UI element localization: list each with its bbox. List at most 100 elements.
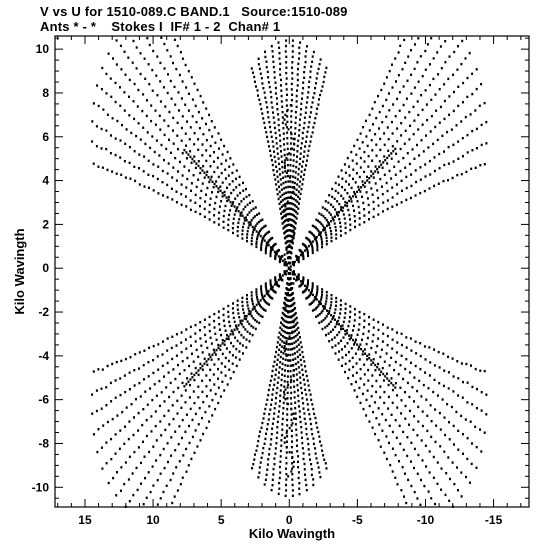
data-point <box>286 207 288 211</box>
data-point <box>348 165 351 168</box>
data-point <box>283 272 286 275</box>
data-point <box>321 290 324 294</box>
data-point <box>358 217 361 220</box>
data-point <box>321 449 324 452</box>
data-point <box>388 441 390 445</box>
data-point <box>123 160 126 163</box>
data-point <box>205 139 208 142</box>
data-point <box>199 205 201 208</box>
data-point <box>466 151 469 154</box>
data-point <box>355 162 358 165</box>
data-point <box>302 160 305 163</box>
data-point <box>438 382 441 385</box>
data-point <box>305 297 308 300</box>
data-point <box>166 183 169 187</box>
data-point <box>391 347 394 350</box>
data-point <box>384 375 387 378</box>
data-point <box>425 465 428 468</box>
data-point <box>234 209 237 213</box>
data-point <box>100 88 103 91</box>
data-point <box>302 81 305 84</box>
data-point <box>199 94 202 98</box>
data-point <box>215 195 218 199</box>
data-point <box>205 426 208 430</box>
data-point <box>203 357 206 360</box>
data-point <box>292 358 295 361</box>
data-point <box>181 418 184 422</box>
data-point <box>287 223 290 226</box>
data-point <box>143 349 146 352</box>
data-point <box>267 290 270 293</box>
data-point <box>318 98 320 101</box>
data-point <box>194 340 197 343</box>
data-point <box>286 142 289 145</box>
data-point <box>276 386 279 390</box>
data-point <box>295 345 298 348</box>
data-point <box>259 234 262 238</box>
data-point <box>340 194 343 197</box>
data-point <box>390 381 393 385</box>
data-point <box>411 148 414 151</box>
data-point <box>260 456 263 459</box>
data-point <box>475 445 478 449</box>
data-point <box>270 438 273 441</box>
data-point <box>208 405 211 408</box>
data-point <box>424 68 427 71</box>
data-point <box>315 82 317 85</box>
data-point <box>238 331 241 334</box>
data-point <box>316 285 319 288</box>
data-point <box>159 420 162 423</box>
data-point <box>268 121 271 124</box>
data-point <box>396 406 399 409</box>
data-point <box>266 423 269 426</box>
data-point <box>255 320 258 323</box>
data-point <box>307 253 309 256</box>
data-point <box>318 321 321 325</box>
data-point <box>447 179 449 182</box>
data-point <box>283 349 286 353</box>
data-point <box>270 237 273 240</box>
data-point <box>279 195 282 198</box>
data-point <box>243 216 246 220</box>
data-point <box>170 97 173 100</box>
data-point <box>260 246 263 249</box>
data-point <box>319 58 322 61</box>
data-point <box>161 353 164 356</box>
data-point <box>273 463 276 466</box>
data-point <box>433 156 436 159</box>
data-point <box>483 101 486 105</box>
data-point <box>226 199 229 203</box>
data-point <box>274 86 277 90</box>
data-point <box>375 154 378 157</box>
data-point <box>316 72 319 75</box>
data-point <box>447 77 450 81</box>
data-point <box>325 239 328 243</box>
data-point <box>378 423 381 426</box>
data-point <box>261 226 264 230</box>
data-point <box>316 244 319 247</box>
data-point <box>180 126 183 130</box>
data-point <box>185 447 188 451</box>
data-point <box>293 260 296 264</box>
data-point <box>338 211 340 214</box>
data-point <box>271 55 274 58</box>
data-point <box>162 447 165 451</box>
data-point <box>116 119 119 123</box>
data-point <box>350 347 353 350</box>
data-point <box>304 388 307 391</box>
data-point <box>278 57 281 60</box>
data-point <box>432 455 435 459</box>
data-point <box>460 495 463 498</box>
data-point <box>447 387 450 390</box>
data-point <box>274 81 277 84</box>
data-point <box>280 100 283 103</box>
data-point <box>146 37 149 40</box>
data-point <box>324 217 327 220</box>
data-point <box>429 63 431 66</box>
data-point <box>318 220 321 224</box>
data-point <box>202 432 205 436</box>
data-point <box>311 249 314 253</box>
data-point <box>272 388 275 391</box>
data-point <box>185 470 188 473</box>
data-point <box>278 487 281 490</box>
